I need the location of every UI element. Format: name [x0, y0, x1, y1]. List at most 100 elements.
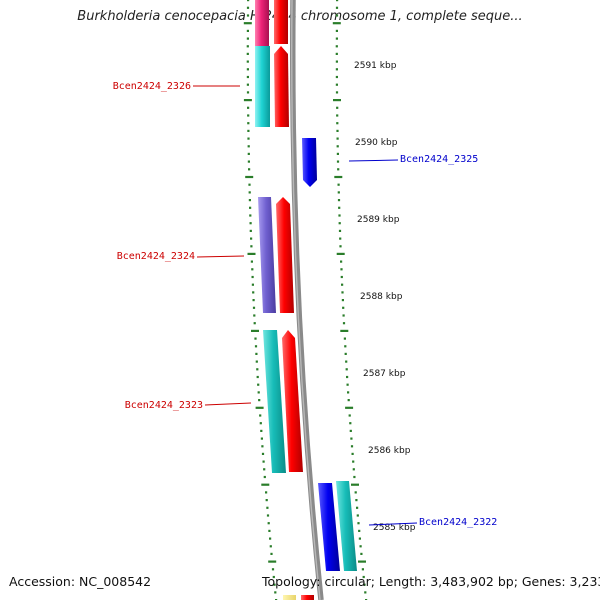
minor-tick: [335, 68, 338, 71]
minor-tick: [247, 137, 250, 140]
minor-tick: [335, 83, 338, 86]
minor-tick: [335, 52, 338, 55]
minor-tick: [255, 360, 258, 363]
minor-tick: [337, 183, 340, 186]
minor-tick: [250, 237, 253, 240]
minor-tick: [350, 445, 354, 448]
gene-arrow-bcen2424-2325[interactable]: [302, 138, 317, 187]
minor-tick: [265, 499, 268, 502]
minor-tick: [352, 468, 355, 471]
major-tick: [340, 329, 349, 332]
gene-label-text: Bcen2424_2326: [113, 81, 191, 92]
minor-tick: [351, 452, 354, 455]
gene-label-bcen2424-2325[interactable]: Bcen2424_2325: [348, 154, 478, 165]
axis-tick-label: 2585 kbp: [373, 523, 416, 533]
axis-tick-label: 2587 kbp: [363, 369, 406, 379]
minor-tick: [246, 75, 249, 79]
feature-cyan-2323[interactable]: [263, 330, 286, 473]
minor-tick: [344, 345, 347, 348]
minor-tick: [338, 206, 341, 209]
feature-yellow-partial[interactable]: [283, 595, 296, 600]
feature-red-partial[interactable]: [274, 0, 288, 44]
minor-tick: [247, 129, 250, 132]
minor-tick: [246, 14, 250, 17]
minor-tick: [256, 375, 259, 379]
minor-tick: [336, 106, 339, 109]
gene-label-bcen2424-2323[interactable]: Bcen2424_2323: [125, 400, 252, 411]
minor-tick: [251, 268, 254, 271]
minor-tick: [247, 160, 250, 163]
minor-tick: [339, 245, 342, 248]
minor-tick: [259, 414, 262, 417]
gene-arrow-bcen2424-2324[interactable]: [276, 197, 294, 313]
chromosome-backbone-highlight: [291, 0, 321, 600]
minor-tick: [347, 399, 350, 402]
minor-tick: [261, 452, 265, 455]
major-tick: [261, 483, 270, 486]
minor-tick: [249, 214, 252, 217]
gene-label-bcen2424-2324[interactable]: Bcen2424_2324: [117, 251, 245, 262]
minor-tick: [342, 306, 345, 309]
chromosome-backbone: [289, 0, 324, 600]
minor-tick: [260, 429, 263, 432]
minor-tick: [247, 152, 250, 155]
minor-tick: [337, 191, 340, 194]
minor-tick: [346, 383, 349, 386]
minor-tick: [263, 475, 266, 479]
minor-tick: [355, 499, 358, 502]
minor-tick: [246, 83, 249, 86]
minor-tick: [347, 391, 350, 394]
gene-label-bcen2424-2326[interactable]: Bcen2424_2326: [113, 81, 240, 92]
minor-tick: [270, 552, 273, 555]
minor-tick: [360, 552, 363, 555]
feature-red-bottom-partial[interactable]: [301, 595, 314, 600]
minor-tick: [353, 475, 356, 479]
gene-label-text: Bcen2424_2323: [125, 400, 203, 411]
minor-tick: [273, 583, 276, 586]
minor-tick: [350, 437, 353, 440]
feature-cyan-2322[interactable]: [336, 481, 357, 571]
feature-magenta-partial[interactable]: [255, 0, 269, 46]
minor-tick: [361, 568, 364, 571]
major-tick: [333, 99, 341, 102]
minor-tick: [341, 299, 344, 302]
minor-tick: [336, 137, 339, 140]
minor-tick: [356, 514, 359, 517]
minor-tick: [246, 60, 249, 63]
major-tick: [332, 22, 341, 25]
minor-tick: [266, 506, 269, 509]
feature-purple-2324[interactable]: [258, 197, 276, 313]
major-tick: [243, 99, 252, 102]
major-tick: [255, 406, 264, 409]
minor-tick: [352, 460, 355, 463]
minor-tick: [337, 168, 340, 171]
minor-tick: [255, 352, 258, 355]
accession-text: Accession: NC_008542: [9, 574, 152, 589]
gene-arrow-bcen2424-2323[interactable]: [282, 330, 303, 472]
gene-arrow-bcen2424-2326[interactable]: [274, 46, 289, 127]
minor-tick: [250, 245, 253, 248]
minor-tick: [358, 537, 361, 540]
minor-tick: [336, 152, 339, 155]
minor-tick: [364, 591, 367, 594]
minor-tick: [248, 183, 251, 186]
axis-tick-label: 2590 kbp: [355, 138, 398, 148]
minor-tick: [260, 437, 263, 440]
gene-arrow-bcen2424-2322[interactable]: [318, 483, 340, 571]
minor-tick: [359, 545, 362, 548]
minor-tick: [343, 337, 346, 340]
minor-tick: [336, 0, 339, 2]
feature-cyan-2326[interactable]: [255, 46, 270, 127]
minor-tick: [252, 291, 255, 294]
minor-tick: [335, 14, 339, 17]
minor-tick: [249, 206, 252, 209]
minor-tick: [338, 222, 341, 225]
minor-tick: [336, 160, 340, 163]
gene-label-bcen2424-2322[interactable]: Bcen2424_2322: [368, 517, 497, 528]
minor-tick: [257, 391, 260, 394]
minor-tick: [258, 399, 261, 402]
minor-tick: [271, 568, 275, 571]
minor-tick: [339, 237, 342, 240]
major-tick: [336, 252, 345, 255]
